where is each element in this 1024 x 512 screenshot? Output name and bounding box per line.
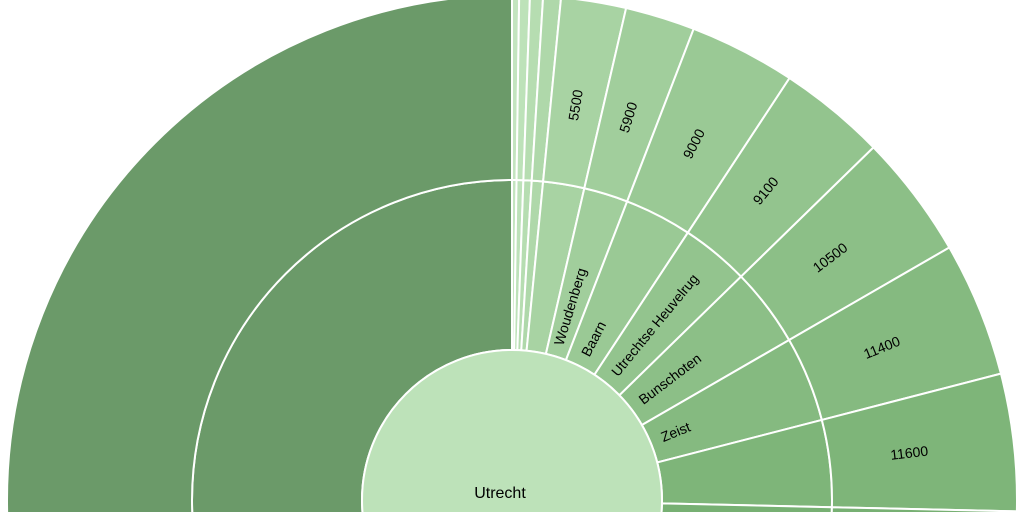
sunburst-chart: 5500Woudenberg5900Baarn9000Utrechtse Heu… [0,0,1024,512]
center-label: Utrecht [474,485,526,502]
